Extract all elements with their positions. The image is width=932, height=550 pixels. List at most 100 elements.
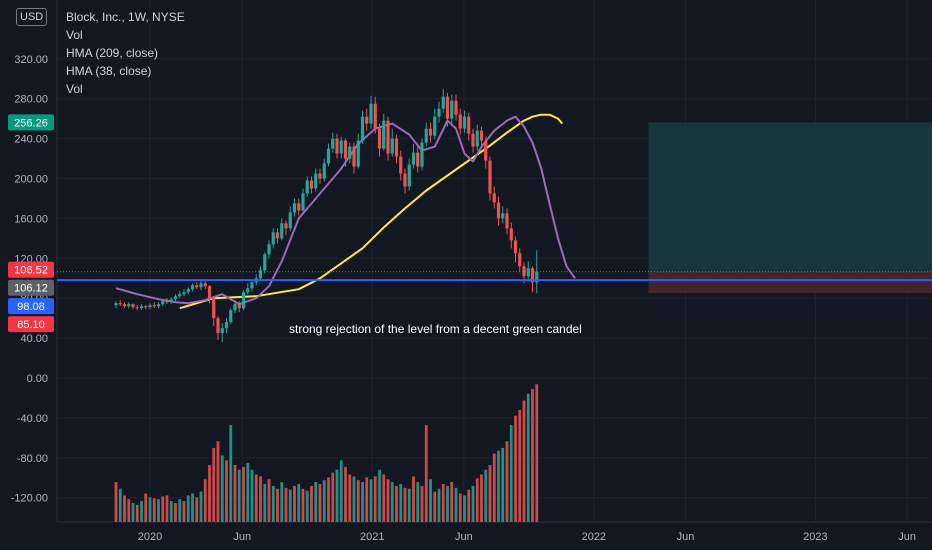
candle-body	[356, 140, 360, 167]
candle-body	[207, 286, 212, 299]
candle-body	[241, 292, 246, 309]
candle	[280, 218, 284, 241]
y-tick-label: 160.00	[14, 213, 48, 225]
indicator-vol-label[interactable]: Vol	[66, 28, 83, 42]
candle	[161, 299, 165, 307]
volume-bar	[203, 479, 207, 522]
volume-bar	[484, 469, 488, 522]
candle-body	[275, 232, 280, 239]
candle	[318, 168, 322, 184]
candle	[518, 248, 522, 273]
volume-bar	[463, 495, 466, 522]
price-badge-label: 85.10	[17, 319, 45, 331]
candle	[348, 142, 352, 164]
candle-body	[339, 140, 343, 154]
candle-body	[501, 213, 505, 219]
candle-body	[424, 128, 428, 143]
candle-body	[178, 294, 182, 297]
y-tick-label: -80.00	[17, 453, 48, 465]
candle	[305, 176, 309, 197]
annotation-text: strong rejection of the level from a dec…	[289, 322, 582, 336]
volume-bar	[237, 469, 241, 522]
volume-bar	[310, 485, 313, 522]
candle	[190, 283, 195, 292]
indicator-hma209-label[interactable]: HMA (209, close)	[66, 46, 159, 60]
indicator-hma38-label[interactable]: HMA (38, close)	[66, 64, 152, 78]
candle-body	[297, 203, 301, 211]
candle-body	[360, 116, 365, 141]
candle	[288, 206, 292, 232]
candle	[275, 228, 280, 244]
x-tick-label: Jun	[233, 531, 251, 543]
candle	[445, 92, 450, 127]
candle	[199, 281, 203, 291]
candle-body	[369, 103, 373, 124]
candle	[407, 158, 411, 191]
candle	[356, 133, 360, 169]
volume-bar	[344, 466, 347, 522]
candle-body	[518, 253, 522, 267]
volume-bar	[305, 490, 309, 522]
candle	[165, 298, 169, 305]
candle-body	[309, 180, 314, 189]
candle	[314, 168, 318, 192]
volume-bar	[412, 476, 415, 522]
candle-body	[144, 306, 148, 308]
candle-body	[271, 232, 275, 245]
candle	[122, 302, 127, 309]
candle	[148, 303, 152, 310]
currency-badge[interactable]: USD	[16, 8, 48, 26]
candle	[454, 94, 458, 121]
volume-bar	[407, 488, 411, 522]
price-badge-bg	[8, 261, 54, 278]
volume-bar	[433, 491, 437, 522]
candle-body	[322, 163, 326, 179]
candle-body	[233, 304, 237, 311]
candle	[267, 240, 271, 259]
candle-body	[258, 270, 263, 279]
volume-bar	[339, 460, 343, 522]
price-badge-label: 256.26	[14, 117, 48, 129]
symbol-line: Block, Inc., 1W, NYSE	[66, 10, 185, 24]
volume-bar	[480, 474, 483, 522]
volume-bar	[322, 480, 326, 522]
volume-bar	[429, 479, 432, 522]
price-badge-label: 106.12	[14, 283, 48, 295]
candle-body	[454, 100, 458, 115]
candle	[335, 133, 339, 159]
candle	[178, 291, 182, 299]
price-badge-bg	[8, 279, 54, 296]
candle-body	[156, 304, 161, 307]
candle-body	[169, 299, 173, 303]
candle-body	[152, 305, 156, 307]
volume-bar	[165, 495, 169, 522]
volume-bar	[475, 478, 479, 522]
candle	[292, 198, 297, 217]
candle	[471, 128, 475, 153]
indicator-vol2-label[interactable]: Vol	[66, 82, 83, 96]
candle-body	[122, 304, 127, 307]
candle	[284, 220, 288, 236]
y-tick-label: 0.00	[27, 373, 48, 385]
volume-bar	[135, 504, 139, 522]
volume-bar	[514, 415, 517, 522]
price-badge: 106.52	[8, 261, 54, 278]
volume-bar	[157, 499, 160, 522]
volume-bar	[114, 482, 118, 522]
y-tick-label: 240.00	[14, 134, 48, 146]
volume-bar	[390, 482, 394, 522]
candle-body	[301, 193, 305, 211]
candle	[441, 88, 445, 113]
volume-bar	[535, 384, 539, 522]
candle	[229, 308, 233, 325]
volume-bar	[501, 447, 505, 522]
candle	[237, 301, 241, 313]
candle	[394, 134, 399, 164]
volume-bar	[259, 476, 262, 522]
volume-bar	[497, 450, 500, 522]
volume-bar	[140, 501, 143, 522]
candle	[233, 300, 237, 314]
candle	[420, 138, 424, 171]
